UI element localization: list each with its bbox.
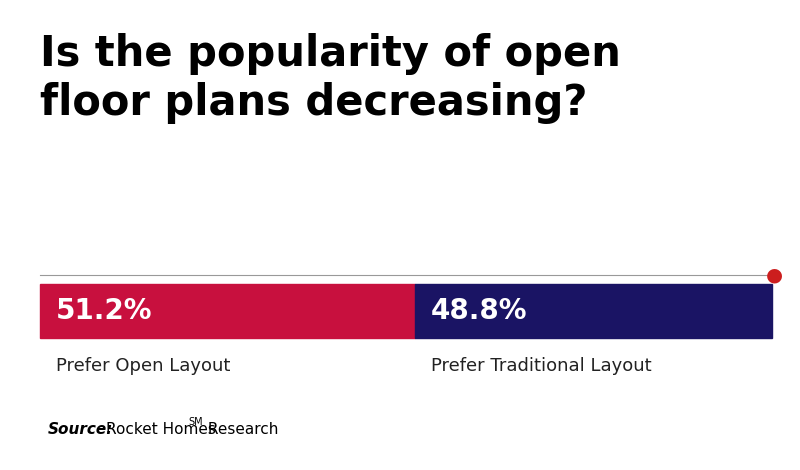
Text: Is the popularity of open
floor plans decreasing?: Is the popularity of open floor plans de… — [40, 33, 621, 124]
Text: SM: SM — [189, 417, 203, 427]
Text: Rocket Homes: Rocket Homes — [106, 422, 216, 437]
Text: ●: ● — [766, 266, 783, 284]
Text: Prefer Traditional Layout: Prefer Traditional Layout — [430, 357, 651, 375]
Text: Source:: Source: — [48, 422, 114, 437]
Text: Research: Research — [203, 422, 278, 437]
Text: Prefer Open Layout: Prefer Open Layout — [56, 357, 230, 375]
Text: 48.8%: 48.8% — [430, 298, 527, 325]
Text: 51.2%: 51.2% — [56, 298, 153, 325]
